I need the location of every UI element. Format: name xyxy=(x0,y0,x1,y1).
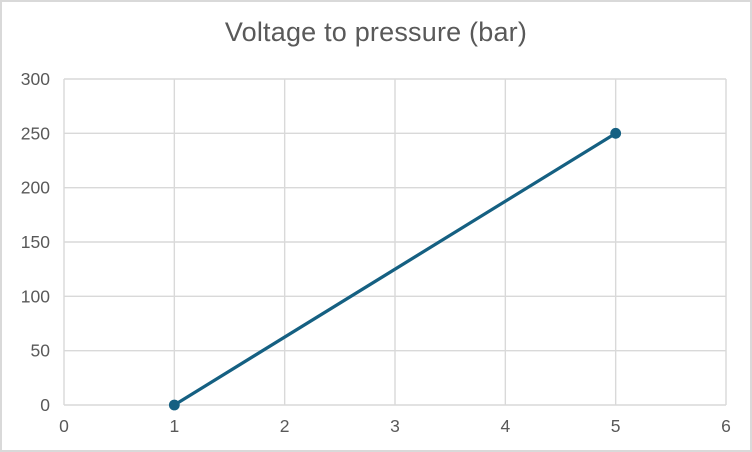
chart-title[interactable]: Voltage to pressure (bar) xyxy=(224,17,528,47)
x-tick-label[interactable]: 3 xyxy=(390,416,400,436)
x-tick-label[interactable]: 4 xyxy=(500,416,510,436)
y-tick-label[interactable]: 200 xyxy=(21,178,50,198)
y-tick-label[interactable]: 0 xyxy=(40,395,50,415)
series-line[interactable] xyxy=(172,131,618,407)
data-point-marker[interactable] xyxy=(610,127,622,139)
y-tick-label[interactable]: 300 xyxy=(21,69,50,89)
x-tick-label[interactable]: 5 xyxy=(611,416,621,436)
x-tick-label[interactable]: 2 xyxy=(280,416,290,436)
data-point-marker[interactable] xyxy=(168,399,180,411)
y-tick-label[interactable]: 250 xyxy=(21,123,50,143)
y-tick-label[interactable]: 150 xyxy=(21,232,50,252)
y-tick-label[interactable]: 100 xyxy=(21,286,50,306)
x-tick-label[interactable]: 1 xyxy=(169,416,179,436)
y-tick-label[interactable]: 50 xyxy=(31,341,51,361)
x-tick-label[interactable]: 6 xyxy=(721,416,731,436)
x-tick-label[interactable]: 0 xyxy=(59,416,69,436)
